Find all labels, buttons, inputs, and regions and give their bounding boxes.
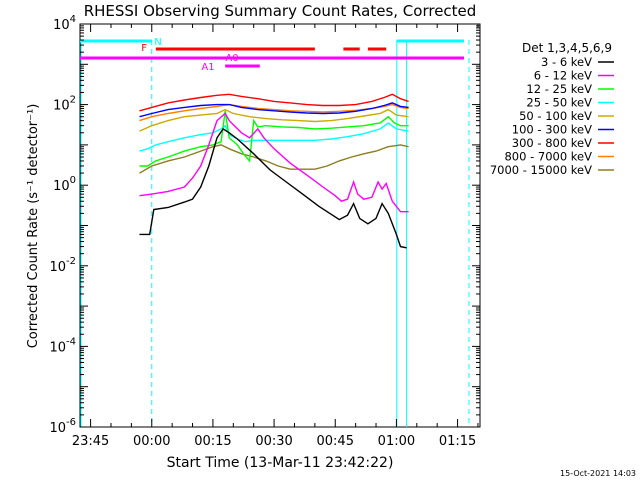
series-line xyxy=(139,112,409,213)
legend-entry-label: 6 - 12 keV xyxy=(534,69,592,83)
y-tick-label: 10-4 xyxy=(49,336,76,355)
series-line xyxy=(139,93,409,112)
x-tick-label: 01:15 xyxy=(439,434,476,449)
x-tick-label: 01:00 xyxy=(378,434,415,449)
x-tick-label: 00:30 xyxy=(255,434,292,449)
series-line xyxy=(139,122,409,152)
y-axis-label: Corrected Count Rate (s⁻¹ detector⁻¹) xyxy=(26,104,41,349)
x-tick-label: 00:45 xyxy=(317,434,354,449)
y-tick-label: 104 xyxy=(53,14,76,33)
legend-entry-label: 50 - 100 keV xyxy=(519,109,592,123)
legend-entry-label: 300 - 800 keV xyxy=(512,136,592,150)
series-line xyxy=(139,144,409,174)
plot-frame xyxy=(79,23,481,428)
y-axis-ticks: 104 102 100 10-2 10-4 10-6 xyxy=(49,14,480,436)
series-line xyxy=(139,103,409,122)
x-tick-label: 23:45 xyxy=(72,434,109,449)
series-line xyxy=(139,102,409,118)
night-day-markers xyxy=(80,40,470,427)
timestamp: 15-Oct-2021 14:03 xyxy=(560,469,636,478)
x-tick-label: 00:00 xyxy=(133,434,170,449)
legend-entry-label: 7000 - 15000 keV xyxy=(490,163,592,177)
legend-entry-label: 800 - 7000 keV xyxy=(504,150,592,164)
series-line xyxy=(139,108,409,132)
x-axis-label: Start Time (13-Mar-11 23:42:22) xyxy=(167,455,394,471)
y-tick-label: 102 xyxy=(53,95,76,114)
flare-label: F xyxy=(141,43,147,54)
state-bars xyxy=(80,39,464,68)
legend-title: Det 1,3,4,5,6,9 xyxy=(522,41,612,55)
legend-entry-label: 100 - 300 keV xyxy=(512,123,592,137)
legend-entry-label: 25 - 50 keV xyxy=(526,96,592,110)
attenuator-a1-label: A1 xyxy=(201,62,214,73)
legend-entry-label: 12 - 25 keV xyxy=(526,82,592,96)
y-tick-label: 100 xyxy=(53,175,76,194)
x-axis-ticks: 23:45 00:00 00:15 00:30 00:45 01:00 01:15 xyxy=(72,24,479,449)
legend-entry-label: 3 - 6 keV xyxy=(541,55,592,69)
attenuator-a0-label: A0 xyxy=(225,53,238,64)
x-tick-label: 00:15 xyxy=(194,434,231,449)
night-label: N xyxy=(154,37,161,48)
series-line xyxy=(139,110,409,167)
y-tick-label: 10-6 xyxy=(49,417,76,436)
series-line xyxy=(139,127,407,249)
chart-title: RHESSI Observing Summary Count Rates, Co… xyxy=(84,2,477,20)
series-layer xyxy=(139,93,409,249)
y-tick-label: 10-2 xyxy=(49,256,76,275)
